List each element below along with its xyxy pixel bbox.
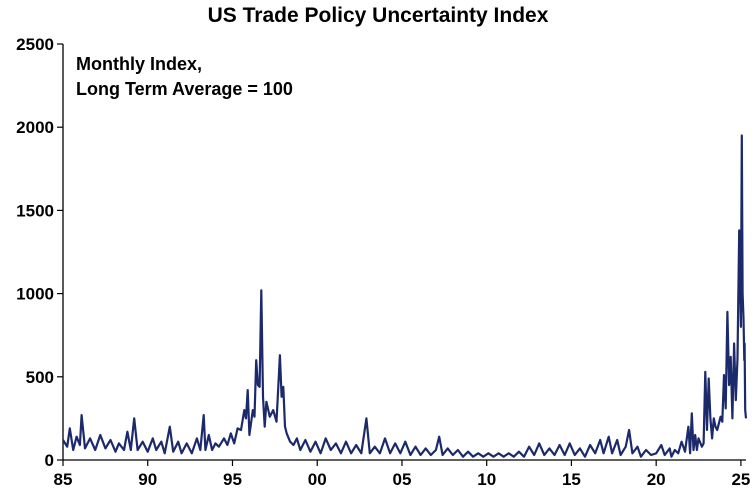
y-tick-label: 0 xyxy=(45,451,54,470)
x-tick-label: 90 xyxy=(138,470,157,489)
y-tick-label: 2000 xyxy=(16,118,54,137)
y-tick-label: 1500 xyxy=(16,201,54,220)
series-line xyxy=(62,134,748,458)
x-tick-label: 25 xyxy=(731,470,750,489)
x-tick-label: 95 xyxy=(223,470,242,489)
y-tick-label: 2500 xyxy=(16,35,54,54)
y-tick-label: 500 xyxy=(26,368,54,387)
x-tick-label: 20 xyxy=(647,470,666,489)
x-tick-label: 10 xyxy=(477,470,496,489)
series-layer xyxy=(62,134,748,458)
x-tick-label: 85 xyxy=(54,470,73,489)
chart-axes xyxy=(62,44,746,461)
y-axis: 0 500 1000 1500 2000 2500 xyxy=(16,35,63,470)
annotation-line-1: Monthly Index, xyxy=(76,54,202,74)
x-tick-label: 00 xyxy=(308,470,327,489)
x-axis: 85 90 95 00 05 10 15 20 25 xyxy=(54,460,750,489)
x-tick-label: 15 xyxy=(562,470,581,489)
x-tick-label: 05 xyxy=(392,470,411,489)
annotation-line-2: Long Term Average = 100 xyxy=(76,79,293,99)
chart-annotation: Monthly Index, Long Term Average = 100 xyxy=(76,54,293,99)
y-tick-label: 1000 xyxy=(16,285,54,304)
chart-title: US Trade Policy Uncertainty Index xyxy=(207,4,549,27)
